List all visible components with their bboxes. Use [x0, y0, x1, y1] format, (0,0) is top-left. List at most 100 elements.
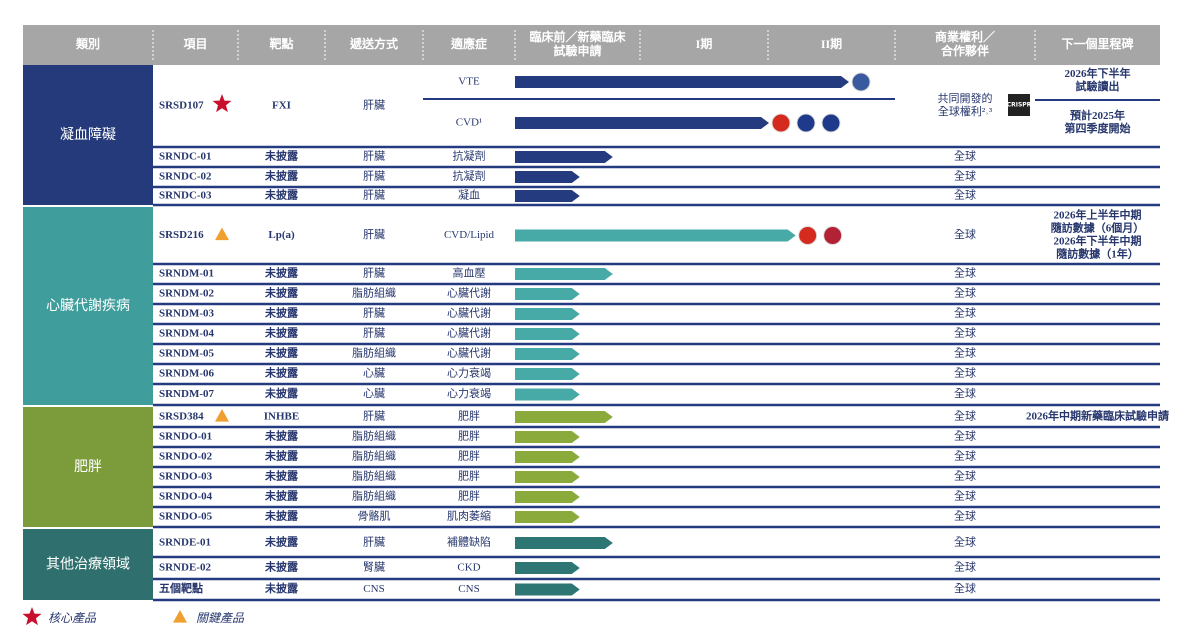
indication: 肌肉萎縮	[447, 509, 491, 523]
progress-bar	[515, 190, 580, 202]
target: 未披露	[264, 326, 299, 340]
project: 五個靶點	[159, 581, 203, 595]
progress-bar	[515, 471, 580, 483]
progress-bar	[515, 511, 580, 523]
delivery: 脂肪組織	[352, 449, 396, 463]
delivery: 肝臟	[363, 98, 385, 112]
rights: 全球	[954, 346, 976, 360]
delivery: CNS	[363, 583, 384, 595]
project: SRNDM-07	[159, 388, 214, 400]
target: 未披露	[264, 469, 299, 483]
triangle-icon	[215, 409, 229, 422]
delivery: 肝臟	[363, 227, 385, 241]
indication: CNS	[458, 583, 479, 595]
indication: CVD/Lipid	[444, 229, 495, 241]
delivery: 肝臟	[363, 306, 385, 320]
header-label: 合作夥伴	[941, 43, 989, 58]
progress-bar	[515, 288, 580, 300]
flag-icon	[798, 226, 818, 245]
header-label: 項目	[183, 37, 207, 51]
progress-bar	[515, 491, 580, 503]
rights: 全球	[954, 286, 976, 300]
rights: 全球	[954, 469, 976, 483]
rights: 全球	[954, 188, 976, 202]
delivery: 肝臟	[363, 535, 385, 549]
target: 未披露	[264, 149, 299, 163]
progress-bar	[515, 268, 613, 280]
progress-bar	[515, 308, 580, 320]
progress-bar	[515, 583, 580, 596]
category-block	[23, 207, 153, 405]
target: 未披露	[264, 535, 299, 549]
indication: 補體缺陷	[447, 535, 491, 549]
rights: 全球	[954, 266, 976, 280]
project: SRNDC-02	[159, 171, 212, 183]
indication: 肥胖	[458, 429, 480, 443]
header-label: 遞送方式	[350, 36, 398, 51]
rights: 全球	[954, 509, 976, 523]
header-label: 靶點	[269, 36, 293, 51]
project: SRNDE-02	[159, 562, 211, 574]
indication: CVD¹	[456, 117, 483, 129]
flag-icon	[823, 226, 843, 245]
header-label: 下一個里程碑	[1061, 36, 1133, 51]
triangle-icon	[215, 227, 229, 241]
milestone: 2026年下半年中期	[1054, 234, 1142, 248]
rights: 全球	[954, 386, 976, 400]
flag-icon	[771, 113, 791, 133]
milestone: 第四季度開始	[1065, 121, 1131, 135]
rights: 全球	[954, 149, 976, 163]
indication: 心臟代謝	[447, 346, 491, 360]
project: SRNDM-05	[159, 348, 214, 360]
target: 未披露	[264, 560, 299, 574]
triangle-icon	[173, 610, 187, 623]
progress-bar	[515, 388, 580, 401]
indication: 抗凝劑	[453, 169, 486, 183]
delivery: 肝臟	[363, 149, 385, 163]
category-block	[23, 529, 153, 600]
target: 未披露	[264, 509, 299, 523]
indication: 高血壓	[453, 266, 486, 280]
category-label: 凝血障礙	[60, 127, 116, 143]
header-label: 類別	[75, 36, 100, 51]
progress-bar	[515, 328, 580, 340]
progress-bar	[515, 368, 580, 380]
indication: 肥胖	[458, 409, 480, 423]
target: 未披露	[264, 346, 299, 360]
rights: 全球	[954, 366, 976, 380]
rights: 全球	[954, 169, 976, 183]
project: SRNDO-03	[159, 471, 213, 483]
delivery: 肝臟	[363, 266, 385, 280]
target: 未披露	[264, 306, 299, 320]
target: INHBE	[264, 411, 299, 423]
progress-bar	[515, 171, 580, 183]
project: SRNDO-05	[159, 511, 213, 523]
rights: 全球	[954, 429, 976, 443]
rights: 共同開發的	[938, 91, 993, 105]
project: SRNDO-02	[159, 451, 213, 463]
project: SRNDC-03	[159, 190, 212, 202]
category-label: 心臟代謝疾病	[46, 298, 130, 314]
progress-bar	[515, 537, 613, 549]
indication: 心力衰竭	[447, 386, 491, 400]
rights: 全球	[954, 326, 976, 340]
delivery: 肝臟	[363, 326, 385, 340]
indication: VTE	[458, 76, 480, 88]
target: 未披露	[264, 188, 299, 202]
category-block	[23, 407, 153, 527]
header-label: 試驗申請	[553, 43, 601, 58]
legend-label: 關鍵產品	[196, 611, 245, 625]
indication: 肥胖	[458, 489, 480, 503]
flag-icon	[821, 113, 841, 133]
target: 未披露	[264, 169, 299, 183]
partner-logo-box	[1008, 94, 1030, 116]
delivery: 骨骼肌	[358, 510, 391, 523]
delivery: 肝臟	[363, 409, 385, 423]
project: SRNDM-03	[159, 308, 214, 320]
delivery: 肝臟	[363, 188, 385, 202]
header-label: 臨床前／新藥臨床	[529, 29, 626, 44]
target: Lp(a)	[268, 229, 295, 241]
target: 未披露	[264, 429, 299, 443]
milestone: 2026年中期新藥臨床試驗申請	[1026, 409, 1169, 423]
milestone: 預計2025年	[1070, 108, 1125, 122]
